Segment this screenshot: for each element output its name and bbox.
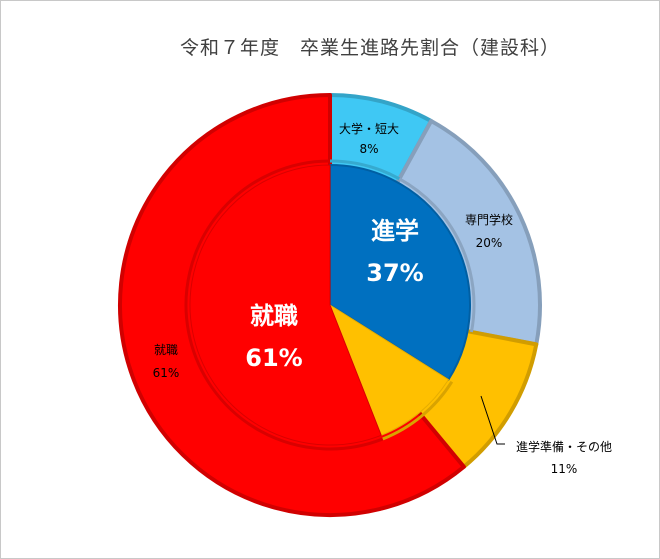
label-university-name: 大学・短大 — [339, 121, 399, 136]
ring-edge-employment — [184, 159, 384, 451]
label-other-name: 進学準備・その他 — [516, 439, 612, 454]
ring-edge-vocational — [398, 177, 476, 333]
leader-line-other — [480, 395, 505, 445]
ring-edge-university — [329, 159, 401, 181]
label-vocational-name: 専門学校 — [465, 212, 513, 227]
label-further-study-name: 進学 — [371, 217, 419, 245]
label-employment-percent-outer: 61% — [153, 366, 180, 380]
inner-slice-further-study — [329, 164, 471, 381]
label-employment-name-outer: 就職 — [154, 343, 178, 357]
label-employment-name-inner: 就職 — [250, 302, 298, 330]
inner-slice-other — [329, 304, 449, 436]
label-vocational-percent: 20% — [476, 236, 503, 250]
label-other-percent: 11% — [551, 462, 578, 476]
inner-pie — [189, 164, 471, 446]
chart-title: 令和７年度 卒業生進路先割合（建設科） — [179, 37, 560, 59]
ring-edge-other — [382, 380, 454, 441]
label-further-study-percent: 37% — [366, 259, 423, 287]
label-university-percent: 8% — [359, 142, 378, 156]
inner-slice-employment — [189, 164, 382, 446]
label-employment-percent-inner: 61% — [245, 344, 302, 372]
inner-ring-edge — [184, 159, 476, 451]
